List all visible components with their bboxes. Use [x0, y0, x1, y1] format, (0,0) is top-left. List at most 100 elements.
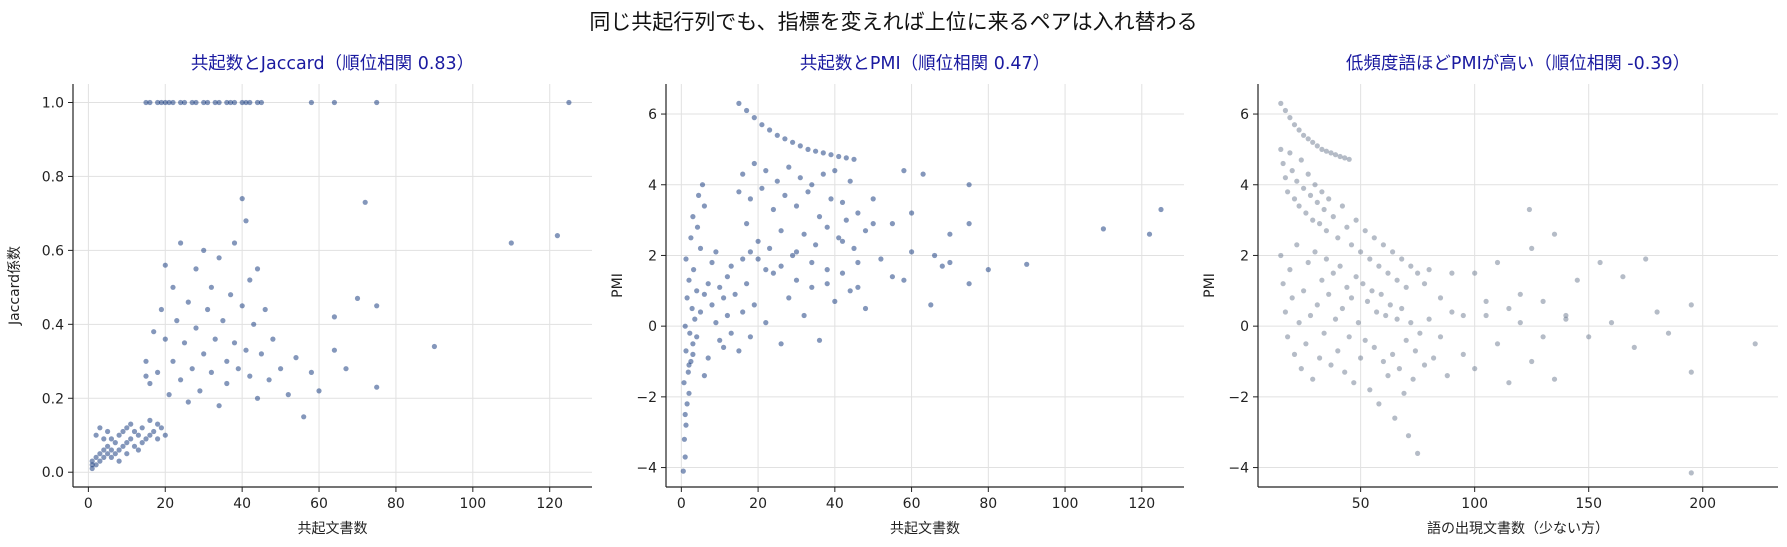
y-tick-label: 4	[1240, 178, 1249, 194]
y-axis-label: PMI	[610, 273, 626, 298]
scatter-point	[101, 454, 107, 460]
x-tick-label: 20	[156, 496, 174, 512]
scatter-point	[696, 192, 702, 198]
scatter-point	[692, 316, 698, 322]
scatter-point	[1540, 298, 1546, 304]
scatter-point	[1339, 203, 1345, 209]
scatter-point	[778, 263, 784, 269]
scatter-point	[120, 428, 126, 435]
scatter-point	[855, 284, 861, 290]
scatter-point	[728, 263, 734, 269]
scatter-point	[1296, 127, 1302, 133]
scatter-point	[170, 284, 176, 290]
scatter-point	[705, 355, 711, 361]
scatter-point	[228, 99, 234, 106]
scatter-point	[1348, 242, 1355, 248]
scatter-point	[721, 344, 727, 350]
y-tick-label: 0	[648, 319, 657, 335]
scatter-point	[1374, 309, 1380, 315]
scatter-point	[1312, 249, 1318, 255]
x-tick-label: 150	[1575, 496, 1602, 512]
scatter-point	[1285, 334, 1291, 340]
scatter-point	[1335, 348, 1341, 354]
scatter-point	[1517, 291, 1523, 297]
scatter-point	[1332, 316, 1339, 322]
x-tick-label: 0	[677, 496, 686, 512]
scatter-point	[151, 428, 157, 435]
scatter-point	[1449, 309, 1455, 315]
scatter-point	[690, 351, 696, 357]
scatter-point	[713, 249, 719, 255]
scatter-point	[820, 150, 826, 156]
scatter-point	[1408, 320, 1414, 326]
scatter-point	[847, 288, 853, 294]
scatter-point	[705, 281, 711, 287]
y-tick-label: 1.0	[42, 95, 64, 111]
scatter-point	[801, 312, 807, 319]
scatter-point	[331, 99, 337, 106]
scatter-point	[1282, 309, 1288, 315]
scatter-point	[1387, 302, 1393, 308]
scatter-point	[683, 256, 689, 262]
scatter-point	[793, 249, 800, 255]
scatter-point	[1410, 376, 1416, 382]
scatter-point	[105, 443, 111, 449]
scatter-point	[139, 425, 145, 431]
scatter-point	[258, 99, 264, 106]
scatter-point	[1294, 242, 1300, 248]
scatter-point	[828, 152, 834, 158]
scatter-point	[105, 451, 111, 457]
scatter-point	[139, 440, 145, 446]
scatter-point	[243, 218, 249, 224]
scatter-point	[836, 235, 842, 241]
scatter-point	[254, 395, 261, 401]
scatter-point	[1415, 450, 1421, 456]
scatter-point	[251, 321, 257, 327]
scatter-point	[755, 238, 761, 244]
scatter-point	[774, 178, 780, 184]
scatter-point	[697, 309, 704, 315]
scatter-point	[1688, 302, 1694, 308]
scatter-point	[728, 330, 734, 336]
scatter-point	[751, 115, 757, 121]
scatter-point	[1280, 281, 1286, 287]
scatter-point	[1483, 312, 1489, 319]
scatter-point	[755, 256, 761, 262]
scatter-point	[751, 160, 757, 167]
scatter-point	[216, 255, 222, 261]
scatter-point	[694, 224, 701, 230]
scatter-point	[1314, 302, 1320, 308]
scatter-point	[1298, 157, 1304, 163]
scatter-point	[701, 373, 708, 379]
scatter-point	[239, 99, 245, 106]
scatter-point	[1339, 305, 1345, 312]
scatter-point	[1323, 228, 1329, 234]
scatter-point	[1307, 312, 1314, 319]
scatter-point	[836, 153, 842, 160]
scatter-point	[1688, 470, 1694, 476]
scatter-point	[759, 122, 765, 128]
scatter-point	[189, 99, 195, 106]
scatter-point	[1287, 115, 1293, 121]
scatter-point	[1355, 320, 1361, 326]
scatter-point	[1289, 168, 1295, 174]
scatter-point	[1330, 214, 1336, 220]
scatter-point	[1540, 334, 1546, 340]
scatter-point	[824, 224, 830, 230]
scatter-point	[966, 281, 972, 287]
scatter-point	[1654, 309, 1660, 315]
scatter-point	[732, 291, 738, 297]
scatter-point	[1314, 143, 1320, 149]
scatter-point	[736, 100, 742, 106]
scatter-point	[1291, 122, 1298, 128]
scatter-point	[228, 292, 234, 298]
scatter-point	[212, 336, 218, 342]
scatter-point	[786, 164, 792, 170]
scatter-point	[851, 245, 857, 251]
scatter-point	[201, 247, 207, 253]
scatter-point	[1405, 433, 1412, 439]
scatter-point	[143, 436, 149, 442]
scatter-point	[759, 185, 765, 191]
scatter-point	[763, 320, 769, 326]
y-tick-label: 6	[1240, 107, 1249, 123]
